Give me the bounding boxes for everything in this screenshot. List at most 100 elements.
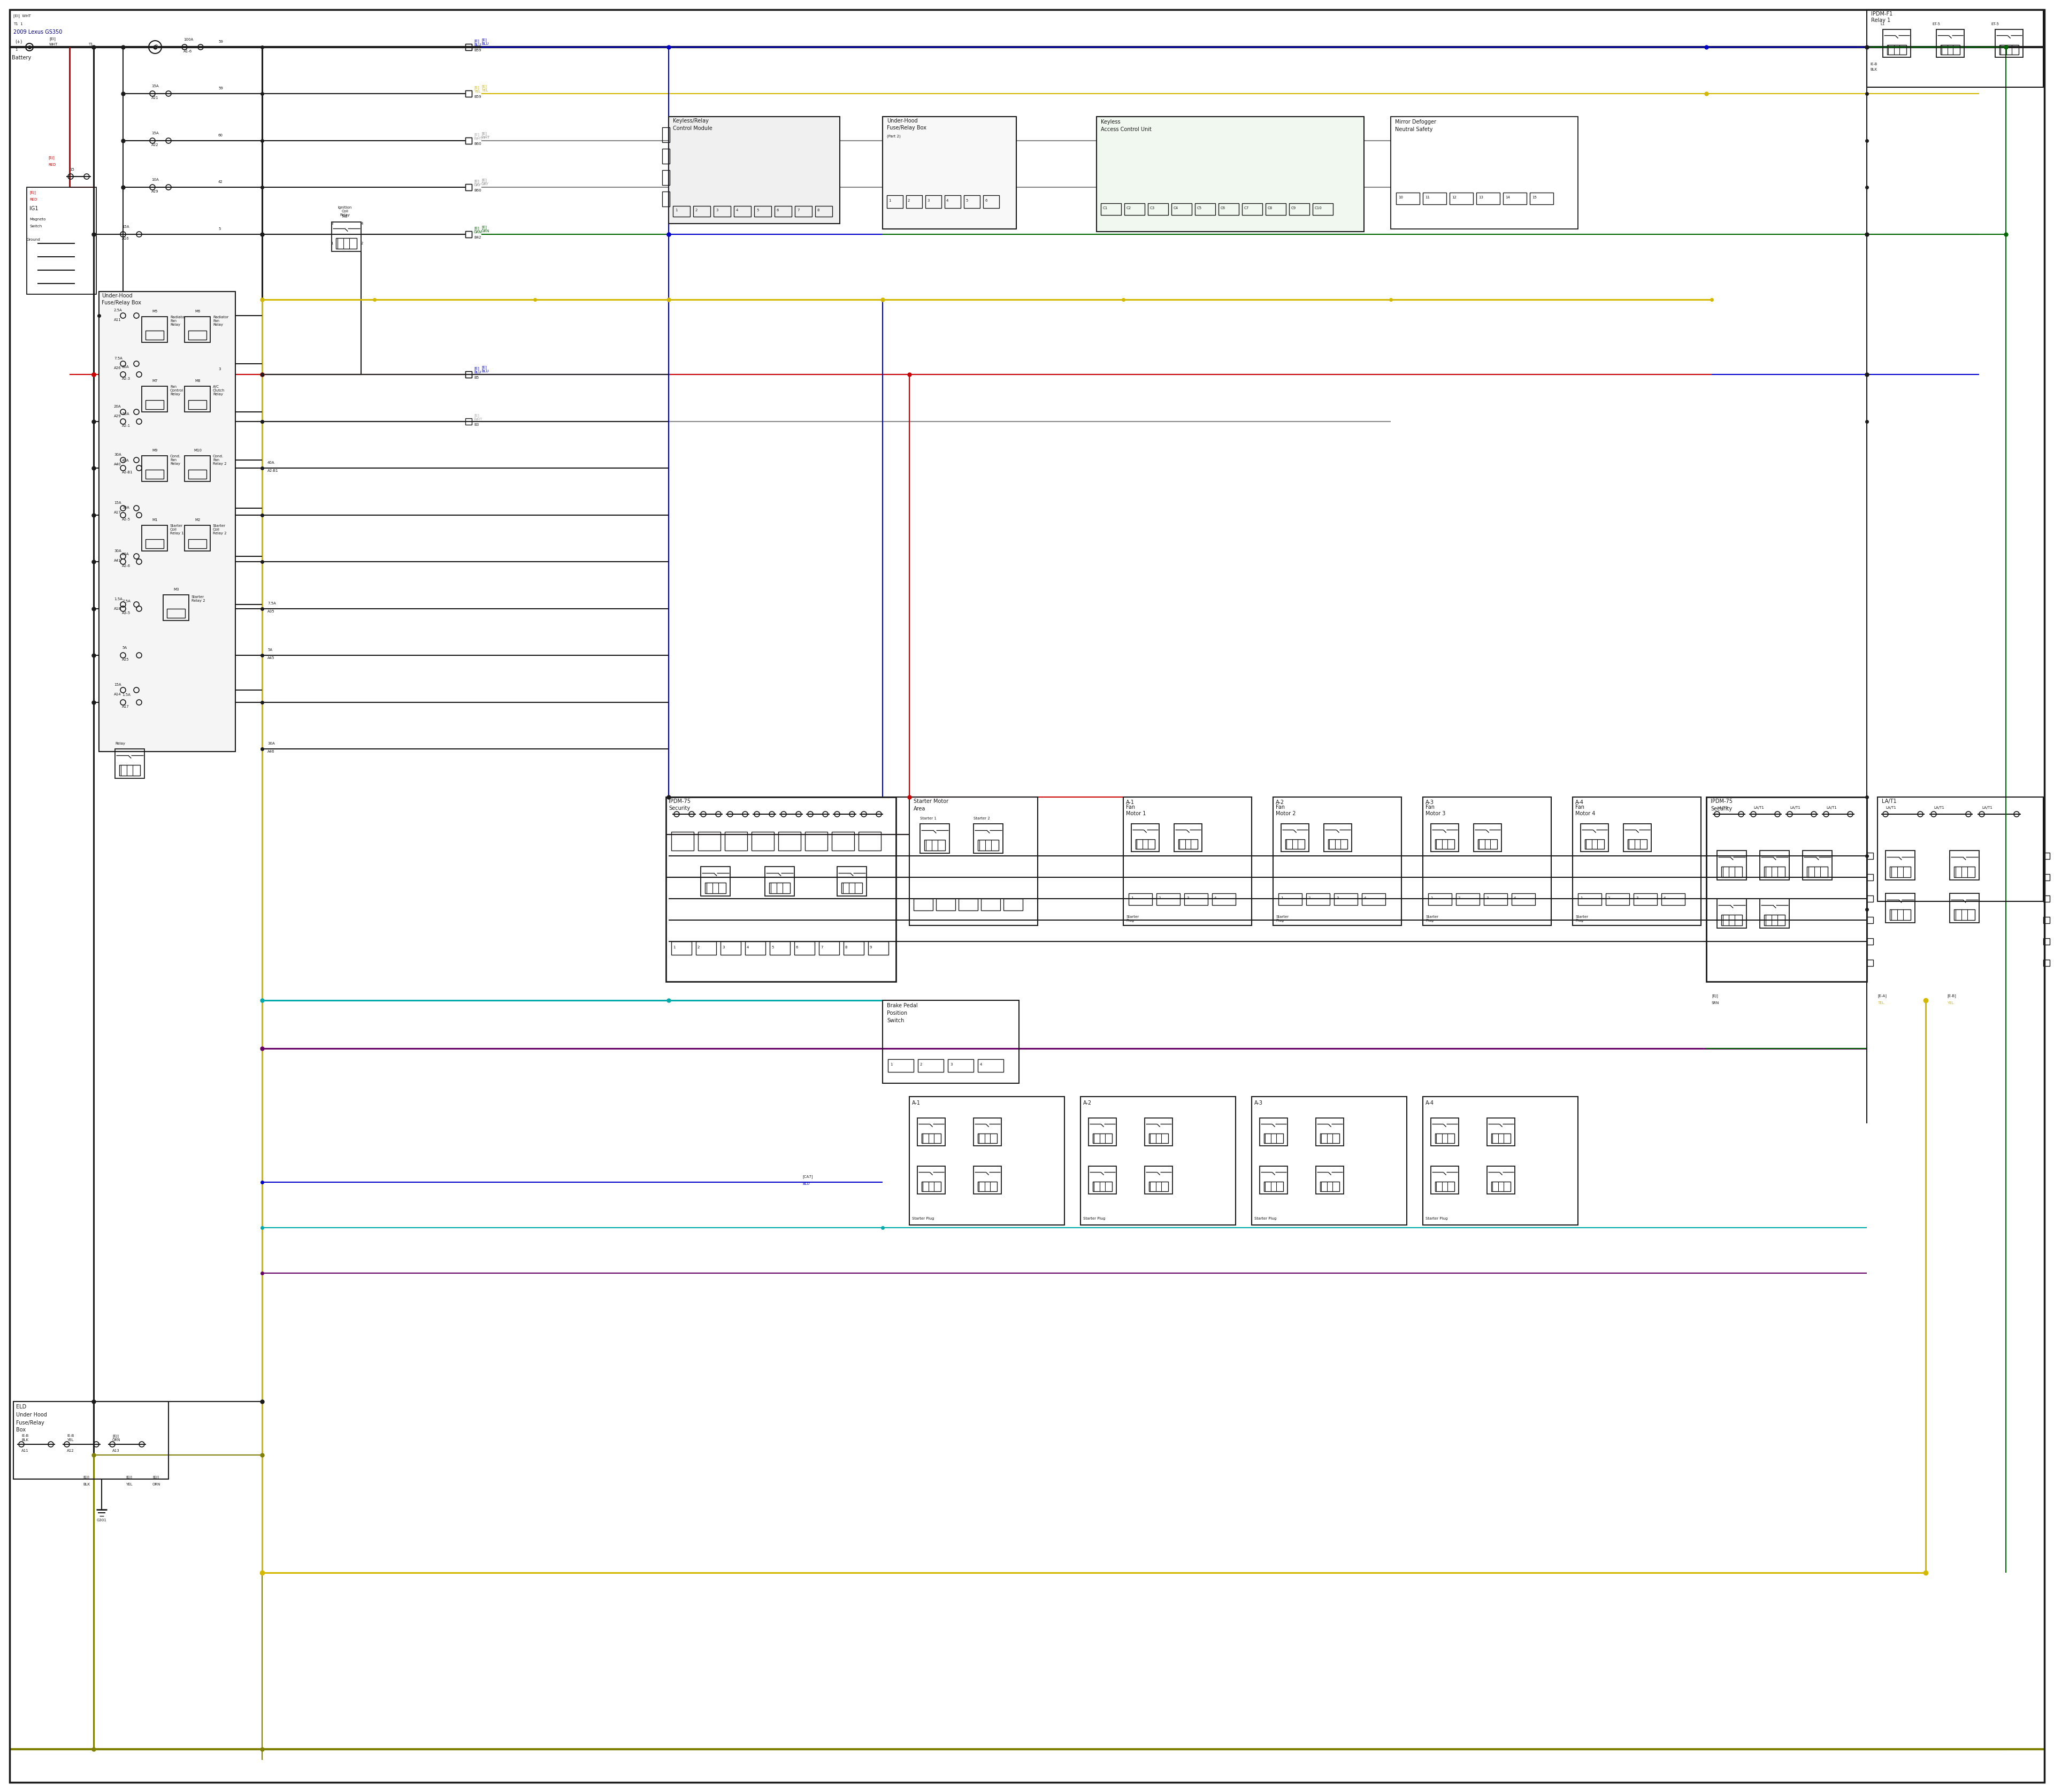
Bar bbox=[1606, 894, 1629, 905]
Bar bbox=[1144, 1118, 1173, 1145]
Bar bbox=[1662, 894, 1684, 905]
Text: 15A: 15A bbox=[113, 683, 121, 686]
Text: [E]
GRY: [E] GRY bbox=[481, 177, 489, 186]
Bar bbox=[1423, 192, 1446, 204]
Text: Starter
Plug: Starter Plug bbox=[1126, 916, 1138, 923]
Bar bbox=[185, 317, 210, 342]
Bar bbox=[2044, 918, 2050, 923]
Text: Starter Plug: Starter Plug bbox=[1082, 1217, 1105, 1220]
Bar bbox=[331, 222, 362, 251]
Text: Radiator
Fan
Relay: Radiator Fan Relay bbox=[214, 315, 228, 326]
Text: 40A: 40A bbox=[121, 459, 129, 462]
Text: 2.5A: 2.5A bbox=[113, 308, 123, 312]
Text: 40A: 40A bbox=[267, 461, 275, 464]
Text: A2-3: A2-3 bbox=[121, 376, 131, 380]
Text: [E]
GRN: [E] GRN bbox=[474, 226, 483, 233]
Text: Starter Plug: Starter Plug bbox=[1425, 1217, 1448, 1220]
Text: 15A: 15A bbox=[121, 226, 129, 228]
Text: Under-Hood: Under-Hood bbox=[887, 118, 918, 124]
Text: 2: 2 bbox=[362, 242, 364, 246]
Text: C8: C8 bbox=[1267, 206, 1273, 210]
Bar bbox=[1195, 202, 1216, 215]
Text: 10A: 10A bbox=[152, 177, 158, 181]
Bar bbox=[1286, 839, 1304, 849]
Text: 20A: 20A bbox=[121, 552, 129, 556]
Bar bbox=[1290, 202, 1310, 215]
Bar bbox=[770, 883, 791, 892]
Text: M7: M7 bbox=[152, 380, 158, 382]
Text: O: O bbox=[154, 45, 158, 50]
Text: [E]
BLU: [E] BLU bbox=[474, 39, 481, 47]
Text: Cond.
Fan
Relay: Cond. Fan Relay bbox=[170, 455, 181, 466]
Text: 4: 4 bbox=[980, 1063, 982, 1066]
Text: Switch: Switch bbox=[887, 1018, 904, 1023]
Text: IE-B
YEL: IE-B YEL bbox=[68, 1434, 74, 1441]
Text: Fuse/Relay: Fuse/Relay bbox=[16, 1421, 45, 1426]
Bar bbox=[1473, 824, 1501, 851]
Bar bbox=[906, 195, 922, 208]
Bar bbox=[1321, 1181, 1339, 1192]
Text: 4: 4 bbox=[1514, 896, 1516, 900]
Bar bbox=[1803, 851, 1832, 880]
Bar bbox=[1325, 824, 1352, 851]
Text: [E]
WHT: [E] WHT bbox=[474, 414, 483, 421]
Bar bbox=[982, 898, 1000, 910]
Bar bbox=[661, 192, 670, 206]
Bar bbox=[1259, 1118, 1288, 1145]
Bar bbox=[1491, 1133, 1510, 1143]
Bar bbox=[466, 43, 472, 50]
Bar bbox=[770, 941, 791, 955]
Bar bbox=[466, 43, 472, 50]
Text: Fuse/Relay Box: Fuse/Relay Box bbox=[101, 299, 142, 305]
Text: [E]
BLU: [E] BLU bbox=[481, 366, 489, 373]
Text: 2: 2 bbox=[698, 946, 700, 950]
Bar bbox=[978, 1133, 996, 1143]
Bar bbox=[1764, 916, 1785, 925]
Bar bbox=[1391, 116, 1577, 229]
Text: 1: 1 bbox=[1280, 896, 1284, 900]
Text: 2: 2 bbox=[1608, 896, 1610, 900]
Bar bbox=[883, 1000, 1019, 1082]
Text: C1: C1 bbox=[1103, 206, 1107, 210]
Text: 2: 2 bbox=[1158, 896, 1161, 900]
Bar bbox=[1487, 1167, 1516, 1193]
Text: A21: A21 bbox=[152, 97, 158, 100]
Text: 5A: 5A bbox=[267, 649, 273, 652]
Text: 2: 2 bbox=[696, 208, 698, 211]
Bar bbox=[974, 1167, 1002, 1193]
Text: B42: B42 bbox=[474, 237, 481, 238]
Bar bbox=[1867, 853, 1873, 858]
Text: 3: 3 bbox=[723, 946, 725, 950]
Text: [E]
WHT: [E] WHT bbox=[481, 131, 491, 140]
Bar bbox=[1888, 45, 1906, 54]
Text: [EI]: [EI] bbox=[49, 38, 55, 41]
Text: [E]
WHT: [E] WHT bbox=[474, 133, 483, 140]
Text: Ground: Ground bbox=[27, 238, 41, 242]
Text: [EJ]: [EJ] bbox=[125, 1475, 131, 1478]
Text: Area: Area bbox=[914, 806, 926, 812]
Text: [E]
YEL: [E] YEL bbox=[474, 86, 481, 93]
Bar bbox=[1582, 824, 1608, 851]
Text: LA/T1: LA/T1 bbox=[1717, 806, 1727, 810]
Text: RED: RED bbox=[47, 163, 55, 167]
Text: A16: A16 bbox=[121, 237, 129, 240]
Bar bbox=[99, 292, 236, 751]
Bar bbox=[1867, 896, 1873, 901]
Bar bbox=[661, 149, 670, 163]
Text: A-2: A-2 bbox=[1082, 1100, 1093, 1106]
Text: 5: 5 bbox=[218, 228, 220, 231]
Text: A45: A45 bbox=[267, 656, 275, 659]
Text: 20A: 20A bbox=[113, 405, 121, 409]
Bar bbox=[146, 539, 164, 548]
Text: A22: A22 bbox=[152, 143, 158, 147]
Text: M4: M4 bbox=[343, 215, 347, 219]
Text: 5: 5 bbox=[772, 946, 774, 950]
Text: Fan
Motor 3: Fan Motor 3 bbox=[1425, 805, 1446, 815]
Bar bbox=[764, 867, 795, 896]
Text: 4: 4 bbox=[748, 946, 750, 950]
Text: IPDM-75: IPDM-75 bbox=[1711, 799, 1732, 805]
Bar bbox=[1218, 202, 1239, 215]
Text: IE-B
BLK: IE-B BLK bbox=[21, 1434, 29, 1441]
Text: 2: 2 bbox=[1458, 896, 1460, 900]
Text: B60: B60 bbox=[474, 188, 481, 192]
